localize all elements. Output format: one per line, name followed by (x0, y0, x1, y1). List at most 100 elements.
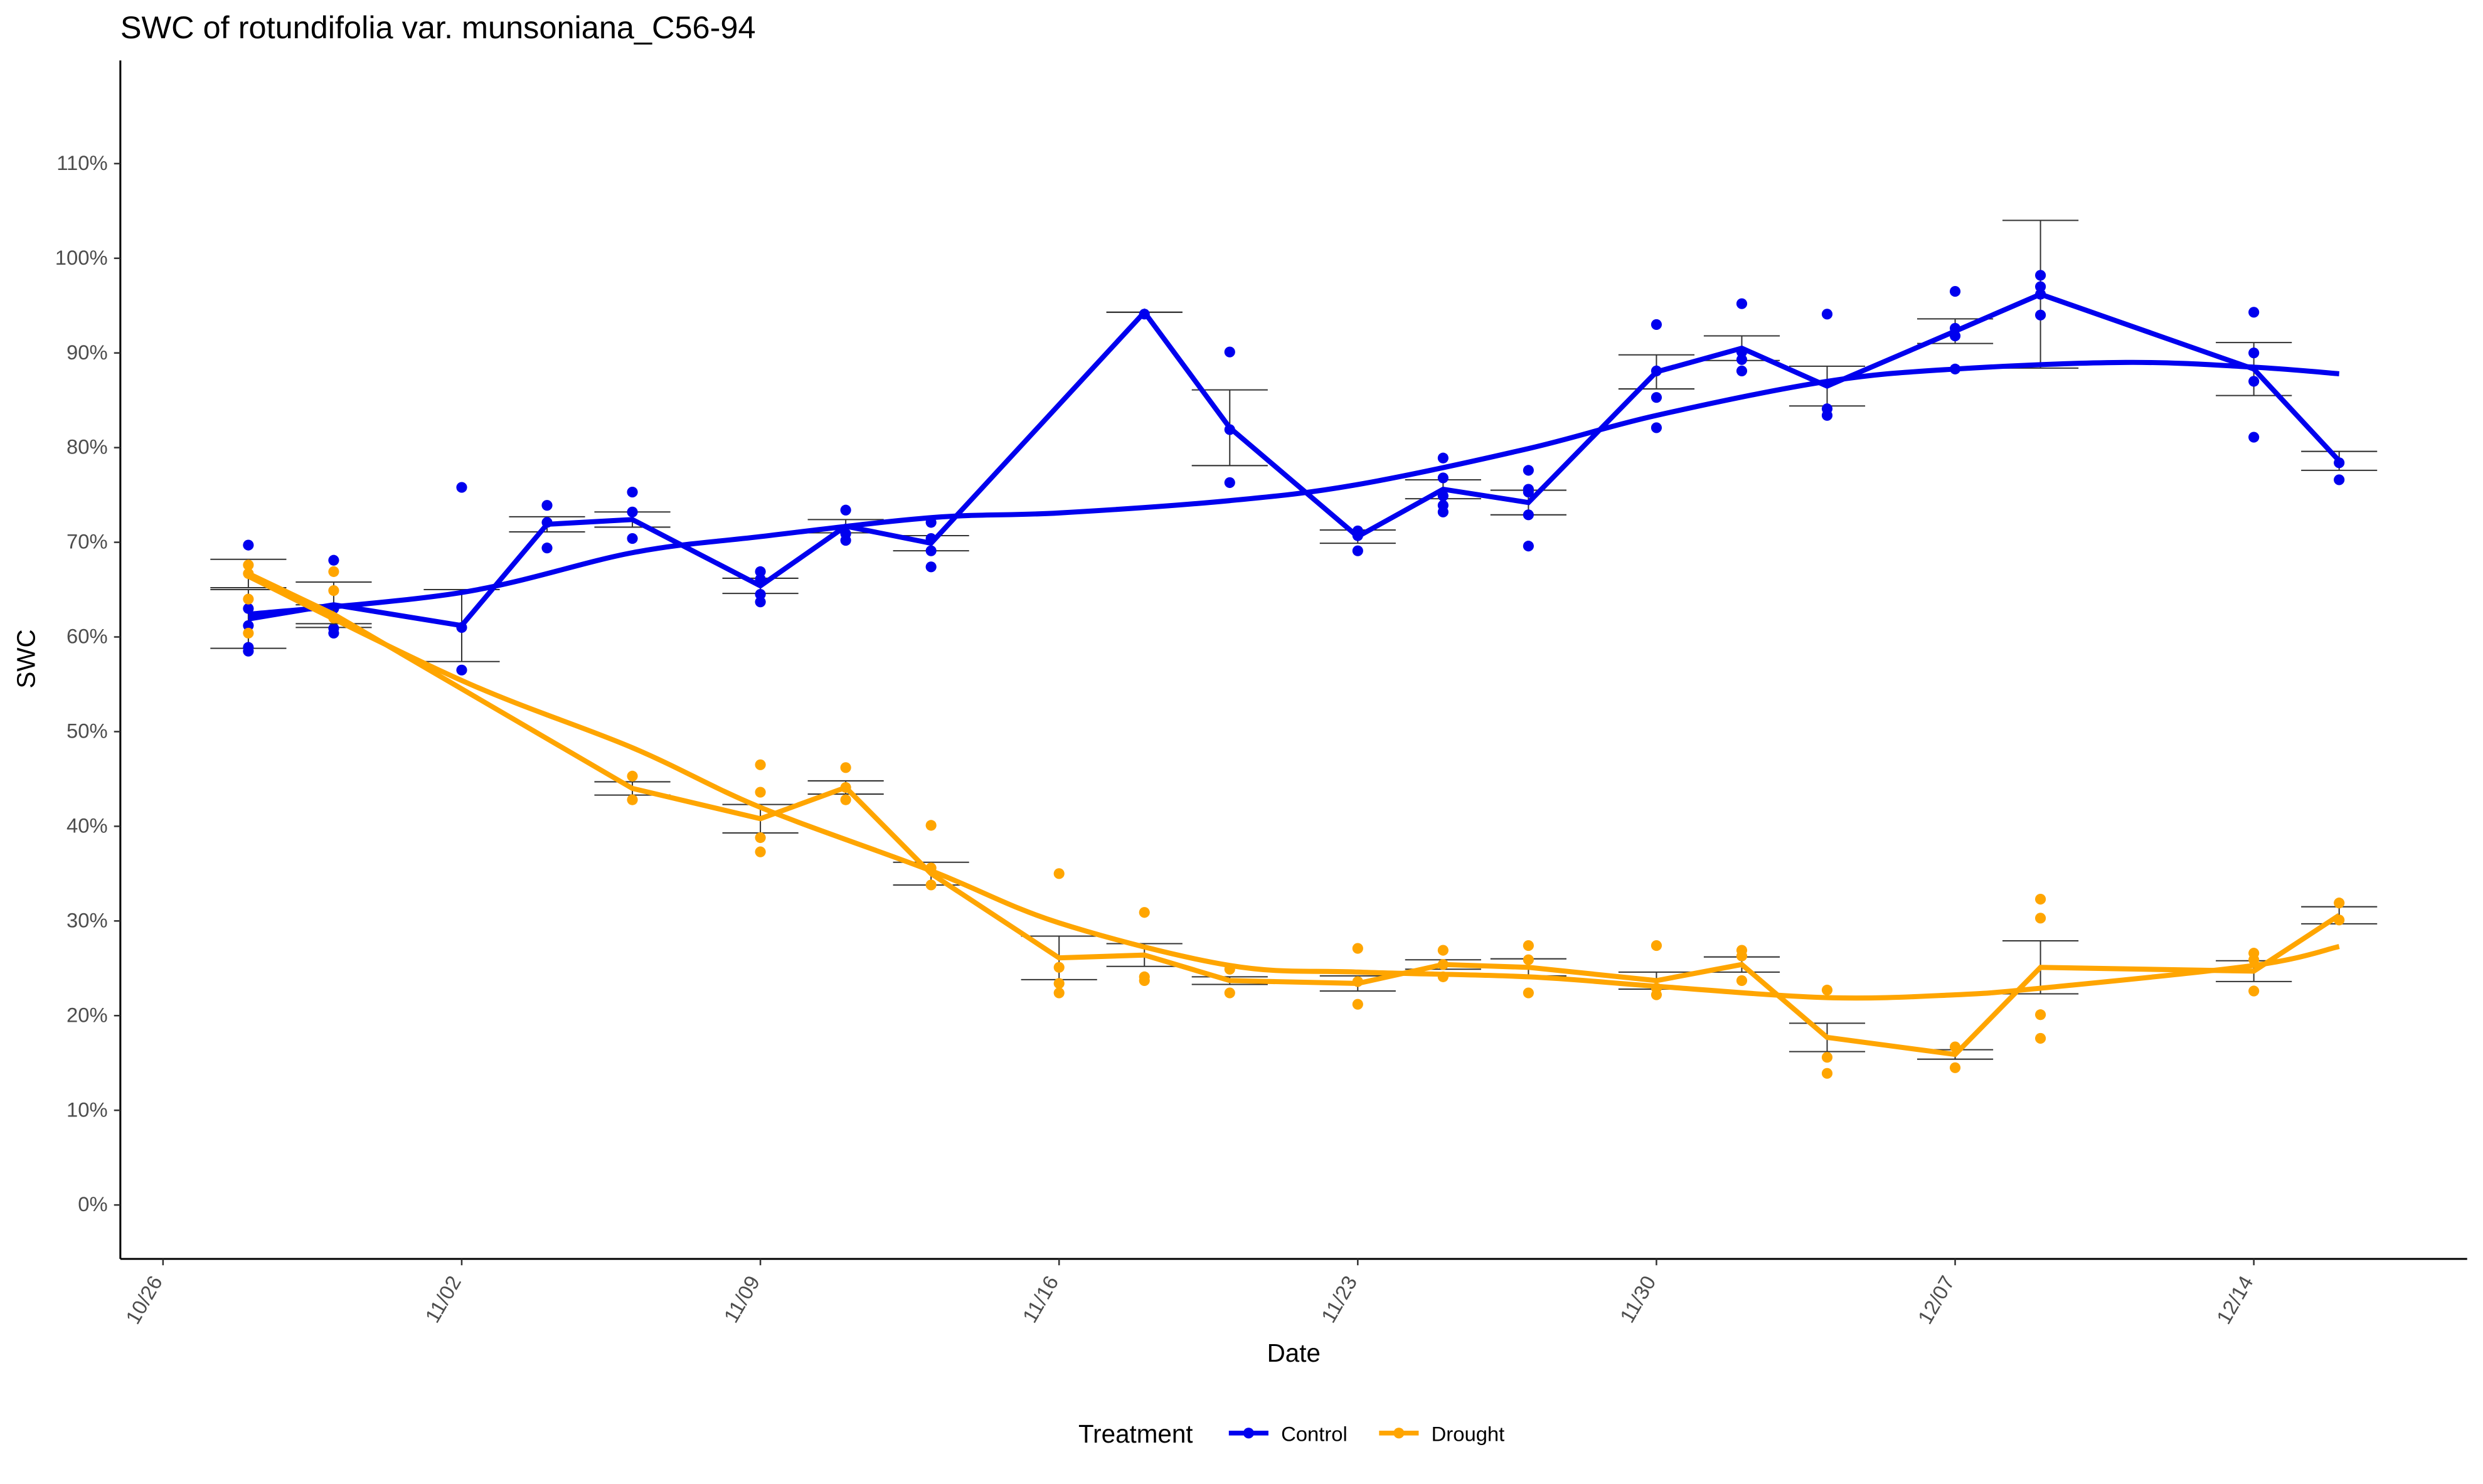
data-point (1736, 950, 1748, 962)
data-point (1053, 987, 1065, 999)
y-axis-title: SWC (12, 629, 41, 688)
data-point (755, 846, 766, 857)
data-point (925, 879, 937, 891)
x-axis-title: Date (1267, 1338, 1321, 1367)
data-point (1736, 365, 1748, 376)
data-point (1437, 472, 1449, 484)
data-point (1523, 465, 1534, 476)
data-point (2035, 309, 2046, 321)
y-tick-label: 60% (66, 625, 108, 648)
data-point (2248, 347, 2260, 359)
y-tick-label: 110% (56, 151, 107, 174)
data-point (2035, 270, 2046, 281)
data-point (1949, 286, 1961, 297)
data-point (1821, 1068, 1833, 1079)
data-point (1523, 541, 1534, 552)
data-point (2248, 985, 2260, 997)
data-point (627, 487, 638, 498)
data-point (243, 539, 254, 551)
y-tick-label: 30% (66, 908, 108, 931)
data-point (1224, 477, 1235, 489)
data-point (1352, 545, 1363, 556)
data-point (1224, 987, 1235, 999)
data-point (243, 627, 254, 639)
data-point (1437, 506, 1449, 517)
data-point (1053, 962, 1065, 973)
data-point (2248, 376, 2260, 387)
legend-title: Treatment (1078, 1419, 1193, 1448)
data-point (1224, 346, 1235, 358)
data-point (627, 770, 638, 782)
data-point (1651, 422, 1662, 433)
data-point (840, 504, 851, 516)
data-point (1651, 940, 1662, 951)
x-tick-label: 10/26 (121, 1272, 167, 1328)
data-point (925, 820, 937, 831)
data-point (2035, 894, 2046, 905)
data-point (328, 554, 339, 566)
data-point (328, 566, 339, 577)
data-point (243, 645, 254, 657)
data-point (755, 596, 766, 608)
data-point (1821, 309, 1833, 320)
data-point (755, 787, 766, 798)
data-point (1523, 954, 1534, 965)
data-point (1736, 354, 1748, 365)
x-tick-label: 11/23 (1317, 1272, 1362, 1327)
data-point (1437, 452, 1449, 464)
data-point (1523, 487, 1534, 498)
data-point (2248, 307, 2260, 318)
legend-key-point (1393, 1428, 1405, 1439)
data-point (541, 500, 553, 511)
data-point (1651, 989, 1662, 1000)
chart-title: SWC of rotundifolia var. munsoniana_C56-… (120, 9, 756, 45)
data-point (925, 561, 937, 573)
data-point (328, 585, 339, 596)
y-tick-label: 100% (55, 246, 108, 269)
data-point (840, 534, 851, 546)
y-tick-label: 20% (66, 1003, 108, 1026)
data-point (1821, 1052, 1833, 1063)
y-tick-label: 40% (66, 814, 108, 837)
data-point (755, 759, 766, 770)
data-point (2035, 281, 2046, 292)
data-point (627, 506, 638, 517)
data-point (1139, 975, 1150, 986)
mean-line (248, 291, 2341, 628)
data-point (1053, 978, 1065, 989)
data-point (1352, 943, 1363, 954)
data-point (755, 589, 766, 600)
data-point (2248, 432, 2260, 443)
smooth-line (247, 574, 2340, 1001)
data-point (2334, 898, 2345, 909)
data-point (2035, 1009, 2046, 1020)
data-point (1821, 984, 1833, 996)
legend-key-point (1243, 1428, 1254, 1439)
data-point (925, 545, 937, 556)
data-point (1139, 907, 1150, 918)
data-point (2334, 474, 2345, 485)
mean-line (247, 571, 2341, 1057)
y-tick-label: 90% (66, 341, 108, 364)
data-point (1437, 945, 1449, 956)
data-point (1352, 999, 1363, 1010)
data-point (840, 762, 851, 773)
data-point (541, 543, 553, 554)
data-point (1736, 298, 1748, 309)
data-point (1651, 392, 1662, 403)
smooth-line (248, 359, 2340, 617)
x-tick-label: 11/02 (420, 1272, 465, 1327)
x-tick-label: 11/30 (1615, 1272, 1661, 1327)
data-point (243, 603, 254, 614)
legend-label: Drought (1432, 1422, 1505, 1445)
y-tick-label: 0% (78, 1192, 107, 1216)
x-tick-label: 12/07 (1913, 1272, 1959, 1328)
y-tick-label: 70% (66, 530, 108, 553)
data-point (243, 559, 254, 571)
data-point (1523, 987, 1534, 999)
x-tick-label: 12/14 (2212, 1272, 2258, 1328)
data-point (1523, 940, 1534, 951)
data-point (2035, 1032, 2046, 1044)
